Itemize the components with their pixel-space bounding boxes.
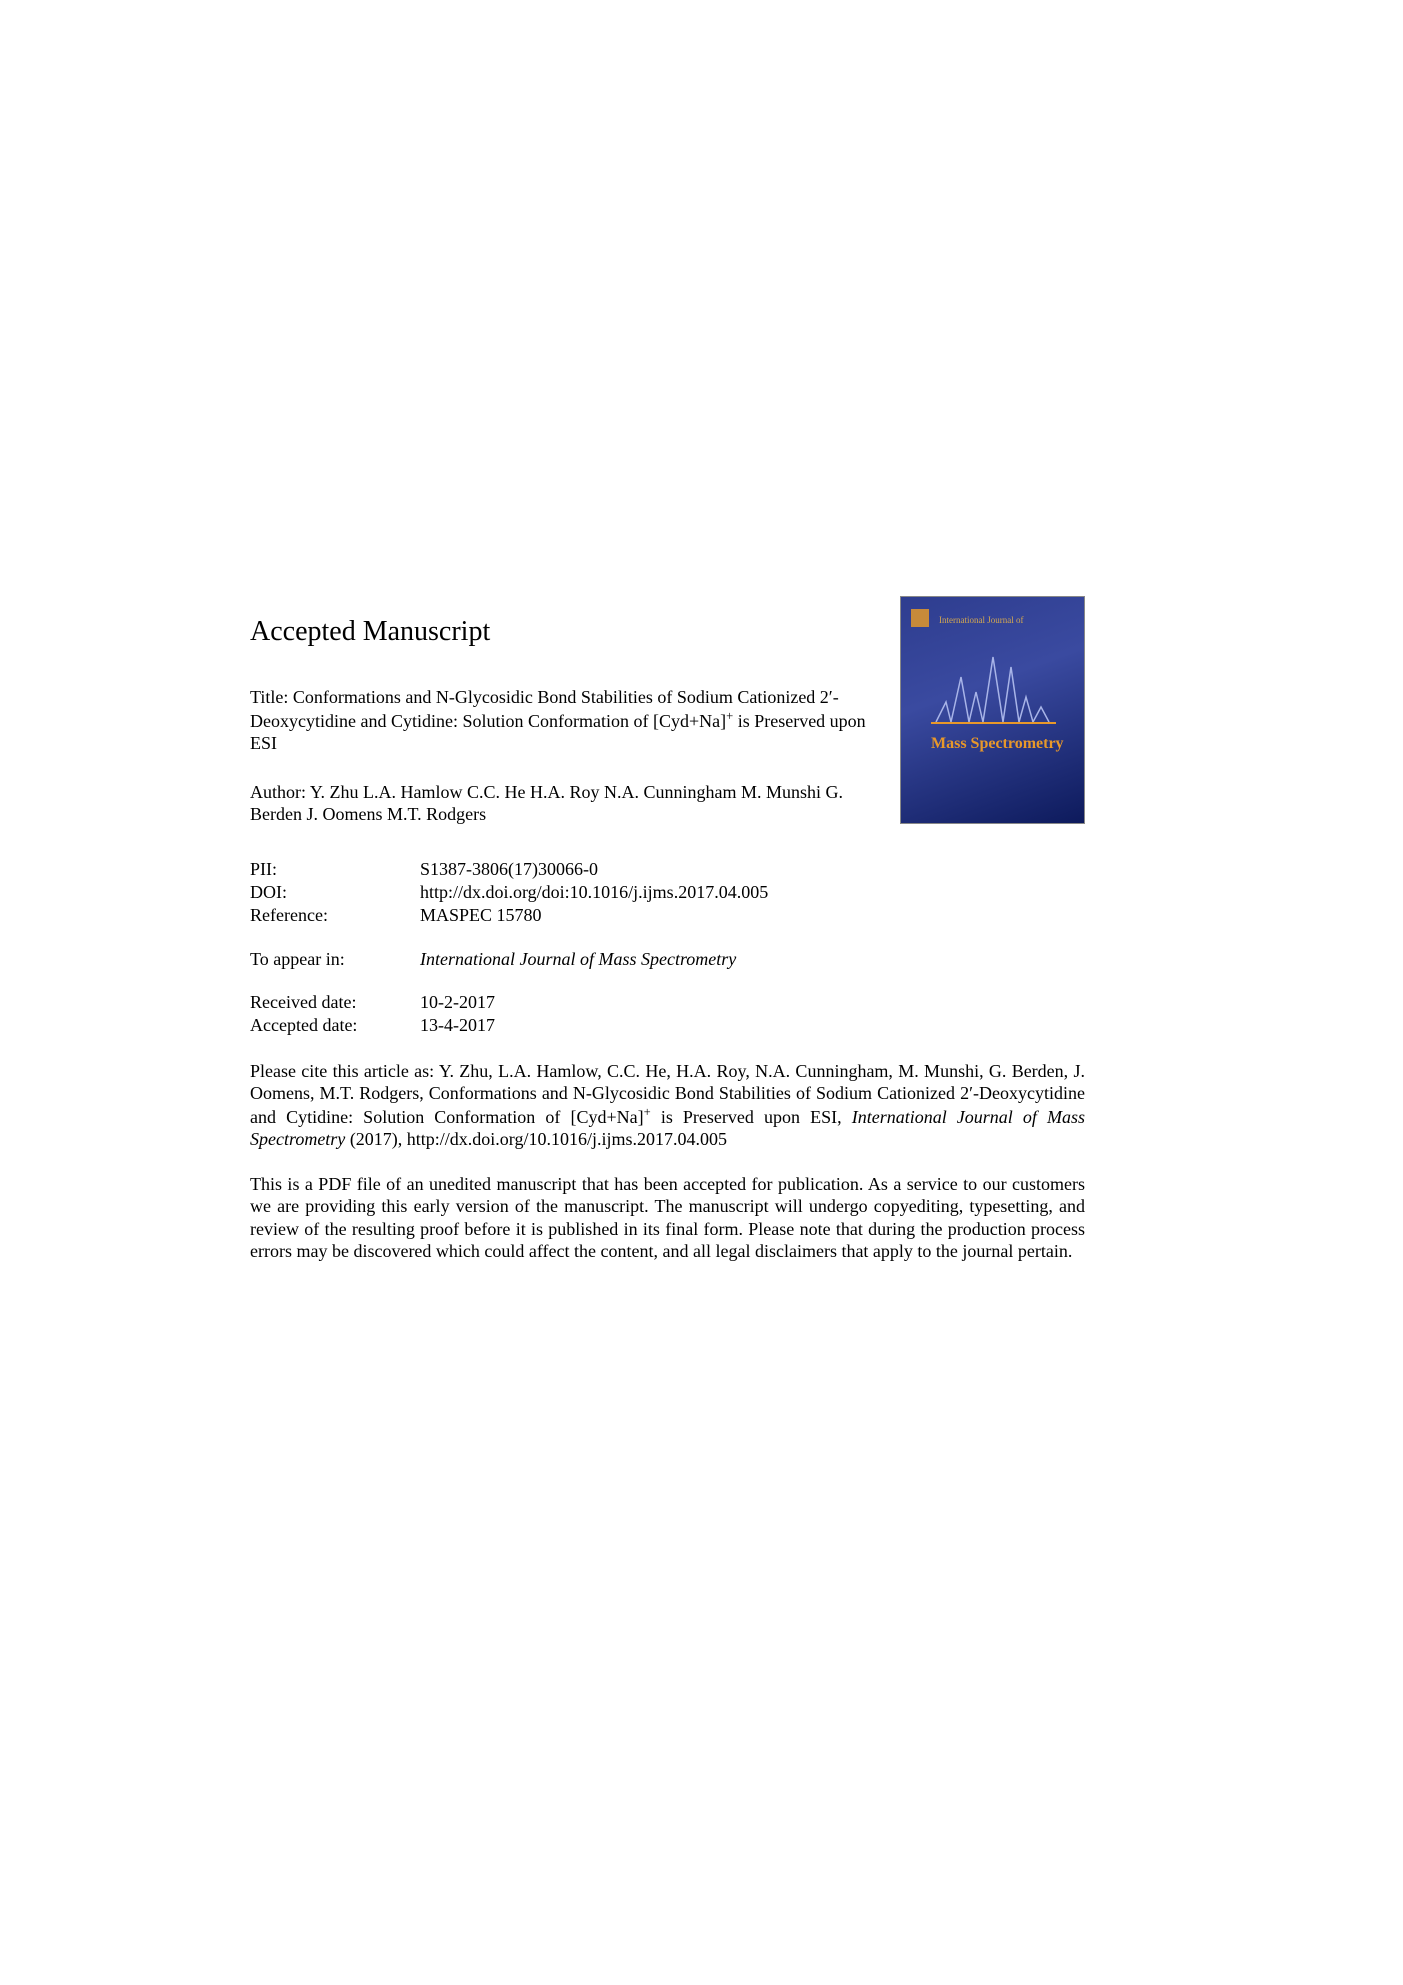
appear-value: International Journal of Mass Spectromet…: [420, 948, 1150, 971]
appear-label: To appear in:: [250, 948, 420, 971]
meta-row-appear: To appear in: International Journal of M…: [250, 948, 1150, 971]
meta-row-accepted: Accepted date: 13-4-2017: [250, 1014, 1150, 1037]
reference-label: Reference:: [250, 904, 420, 927]
accepted-value: 13-4-2017: [420, 1014, 1150, 1037]
metadata-table: PII: S1387-3806(17)30066-0 DOI: http://d…: [250, 858, 1150, 1038]
page-heading: Accepted Manuscript: [250, 616, 1150, 648]
manuscript-authors: Author: Y. Zhu L.A. Hamlow C.C. He H.A. …: [250, 781, 890, 826]
author-prefix: Author:: [250, 782, 310, 802]
title-prefix: Title:: [250, 687, 293, 707]
doi-label: DOI:: [250, 881, 420, 904]
accepted-label: Accepted date:: [250, 1014, 420, 1037]
manuscript-content: Accepted Manuscript Title: Conformations…: [250, 616, 1150, 1263]
meta-row-received: Received date: 10-2-2017: [250, 991, 1150, 1014]
pii-value: S1387-3806(17)30066-0: [420, 858, 1150, 881]
citation-part3: (2017), http://dx.doi.org/10.1016/j.ijms…: [345, 1129, 727, 1149]
meta-row-pii: PII: S1387-3806(17)30066-0: [250, 858, 1150, 881]
reference-value: MASPEC 15780: [420, 904, 1150, 927]
meta-row-reference: Reference: MASPEC 15780: [250, 904, 1150, 927]
pii-label: PII:: [250, 858, 420, 881]
doi-value: http://dx.doi.org/doi:10.1016/j.ijms.201…: [420, 881, 1150, 904]
author-text: Y. Zhu L.A. Hamlow C.C. He H.A. Roy N.A.…: [250, 782, 843, 825]
disclaimer-text: This is a PDF file of an unedited manusc…: [250, 1173, 1085, 1263]
meta-row-doi: DOI: http://dx.doi.org/doi:10.1016/j.ijm…: [250, 881, 1150, 904]
citation-superscript: +: [644, 1105, 651, 1119]
received-value: 10-2-2017: [420, 991, 1150, 1014]
citation-text: Please cite this article as: Y. Zhu, L.A…: [250, 1060, 1085, 1151]
manuscript-title: Title: Conformations and N-Glycosidic Bo…: [250, 686, 870, 755]
received-label: Received date:: [250, 991, 420, 1014]
citation-part2: is Preserved upon ESI,: [651, 1107, 852, 1127]
